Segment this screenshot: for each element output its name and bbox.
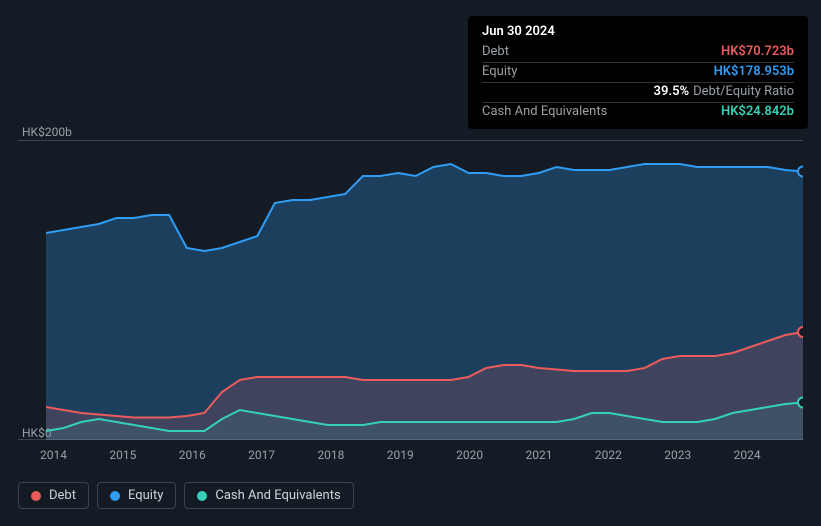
legend: Debt Equity Cash And Equivalents	[18, 482, 354, 509]
tooltip-ratio: 39.5%Debt/Equity Ratio	[654, 84, 794, 101]
tooltip-row-value: HK$24.842b	[721, 104, 794, 121]
x-axis-tick: 2018	[317, 448, 386, 462]
tooltip-row-value: HK$70.723b	[721, 44, 794, 61]
x-axis-tick: 2024	[734, 448, 803, 462]
chart-plot	[18, 140, 803, 440]
legend-item-debt[interactable]: Debt	[18, 482, 89, 509]
end-marker-debt	[798, 327, 803, 337]
x-axis-tick: 2014	[40, 448, 109, 462]
legend-dot-icon	[110, 491, 120, 501]
tooltip: Jun 30 2024 Debt HK$70.723b Equity HK$178.9…	[468, 16, 808, 129]
tooltip-row: Debt HK$70.723b	[482, 43, 794, 62]
legend-label: Debt	[49, 488, 76, 503]
end-marker-cash	[798, 398, 803, 408]
tooltip-row-label: Cash And Equivalents	[482, 104, 607, 121]
tooltip-row: Equity HK$178.953b	[482, 62, 794, 82]
tooltip-row-label: Debt	[482, 44, 509, 61]
x-axis: 2014201520162017201820192020202120222023…	[18, 448, 803, 462]
legend-item-equity[interactable]: Equity	[97, 482, 176, 509]
x-axis-tick: 2020	[456, 448, 525, 462]
x-axis-tick: 2016	[179, 448, 248, 462]
tooltip-row-label: Equity	[482, 64, 517, 81]
x-axis-tick: 2022	[595, 448, 664, 462]
y-axis-label: HK$200b	[22, 125, 72, 139]
x-axis-tick: 2015	[109, 448, 178, 462]
tooltip-date: Jun 30 2024	[482, 24, 794, 43]
x-axis-tick: 2023	[664, 448, 733, 462]
legend-item-cash-and-equivalents[interactable]: Cash And Equivalents	[184, 482, 353, 509]
x-axis-tick: 2021	[526, 448, 595, 462]
tooltip-row-value: HK$178.953b	[714, 64, 794, 81]
end-marker-equity	[798, 167, 803, 177]
legend-dot-icon	[197, 491, 207, 501]
x-axis-tick: 2019	[387, 448, 456, 462]
tooltip-row: 39.5%Debt/Equity Ratio	[482, 82, 794, 102]
legend-label: Cash And Equivalents	[215, 488, 340, 503]
x-axis-tick: 2017	[248, 448, 317, 462]
tooltip-row: Cash And Equivalents HK$24.842b	[482, 102, 794, 122]
legend-label: Equity	[128, 488, 163, 503]
legend-dot-icon	[31, 491, 41, 501]
